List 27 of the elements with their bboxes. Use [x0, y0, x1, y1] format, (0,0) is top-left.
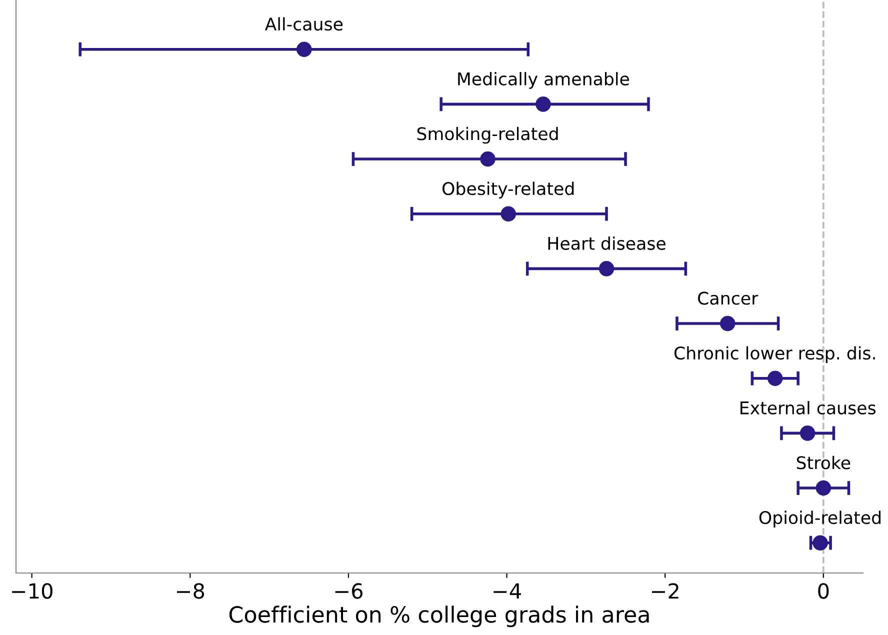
y-tick-label: Stroke — [796, 456, 850, 470]
point — [800, 426, 816, 441]
point — [500, 206, 516, 222]
y-tick-label: Chronic lower resp. dis. — [674, 346, 875, 363]
x-tick-label: −6 — [335, 583, 363, 599]
point — [480, 151, 496, 167]
point — [598, 261, 614, 276]
point — [720, 316, 736, 332]
x-tick-label: −8 — [177, 583, 204, 599]
point — [816, 480, 832, 496]
x-tick-label: −10 — [12, 583, 52, 599]
y-tick-label: Opioid-related — [759, 510, 880, 528]
y-tick-label: Heart disease — [548, 236, 666, 250]
y-tick-label: All-cause — [264, 17, 343, 31]
y-tick-label: External causes — [740, 401, 876, 414]
point — [767, 370, 783, 386]
y-tick-label: Cancer — [698, 292, 758, 305]
x-axis-title: Coefficient on % college grads in area — [229, 606, 649, 628]
point — [536, 96, 551, 112]
x-tick-label: 0 — [818, 583, 829, 599]
x-tick-label: −4 — [494, 583, 521, 599]
y-tick-label: Smoking-related — [417, 126, 558, 144]
point — [296, 42, 312, 57]
y-tick-label: Obesity-related — [442, 182, 574, 198]
y-tick-label: Medically amenable — [458, 72, 630, 89]
point — [812, 535, 828, 550]
x-tick-label: −2 — [652, 583, 678, 599]
